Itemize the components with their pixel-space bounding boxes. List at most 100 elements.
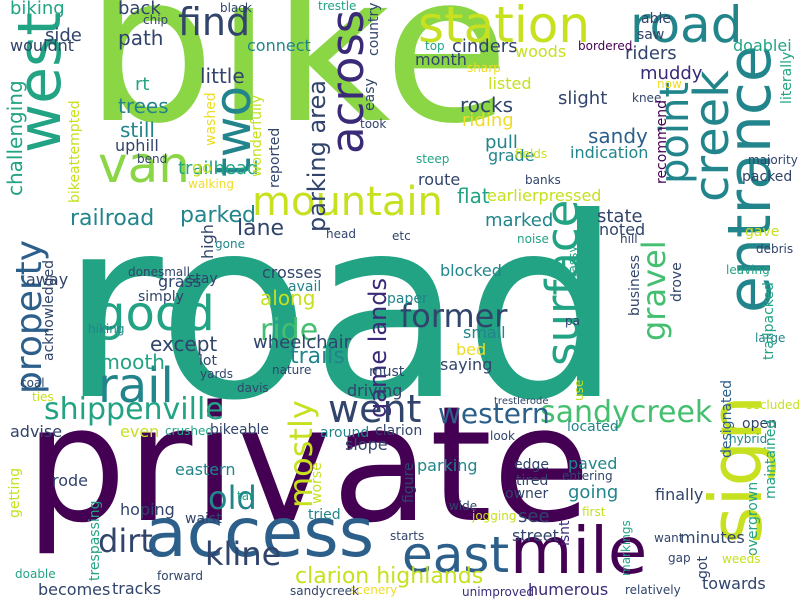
word-wonderfully: wonderfully [249,95,265,178]
word-slight: slight [558,88,608,109]
word-saying: saying [440,355,493,374]
word-majority: majority [748,153,798,167]
word-now: now [657,77,682,91]
word-parking: parking [417,456,478,475]
word-paved: paved [568,454,618,473]
word-slope: slope [345,435,388,454]
word-wide: wide [449,499,478,513]
word-clarion-highlands: clarion highlands [295,564,484,589]
word-western: western [438,397,550,430]
word-grade: grade [488,146,535,165]
word-station: station [418,0,591,54]
word-private: private [25,371,591,558]
word-jogging: jogging [472,509,517,523]
word-doablei: doablei [733,36,792,55]
word-towards: towards [702,574,766,593]
word-head: head [326,227,356,241]
word-etc: etc [392,229,411,243]
word-edge: edge [514,457,549,473]
word-tried: tried [308,507,341,523]
word-sandycreek: sandycreek [290,584,359,598]
word-leaving: leaving [726,263,770,277]
word-sandycreek: sandycreek [540,395,713,430]
word-smooth: smooth [90,350,165,374]
word-walking: walking [188,177,235,191]
word-mile: mile [510,515,648,589]
word-trespassing: trespassing [87,500,103,581]
word-able: able [641,11,671,27]
word-indication: indication [570,143,649,162]
word-trails: trails [290,344,345,369]
word-ride: ride [260,313,319,348]
word-street: street [512,526,559,545]
word-little: little [200,64,245,88]
word-connect: connect [247,36,311,55]
word-earlierpressed: earlierpressed [487,186,602,205]
word-biking: biking [10,0,65,19]
word-humerous: humerous [528,580,609,599]
word-avail: avail [288,279,322,295]
word-isnt: isnt [557,520,573,546]
word-trailhead: trailhead [178,158,259,179]
word-see: see [518,506,550,527]
word-trestlerode: trestlerode [494,396,549,407]
word-finally: finally [655,485,704,504]
word-bikeattempted: bikeattempted [67,100,83,203]
word-open: open [742,416,777,432]
word-knee: knee [632,91,662,105]
word-saw: saw [637,27,665,43]
word-muddy: muddy [640,63,703,84]
word-going: going [568,482,619,503]
word-wheelchair: wheelchair [253,332,352,353]
word-yards: yards [200,367,234,381]
word-bikeable: bikeable [210,422,269,438]
word-look: look [490,429,515,443]
word-simply: simply [138,289,184,305]
word-hoping: hoping [120,500,175,519]
word-challenging: challenging [3,80,27,196]
word-hill: hill [620,232,638,246]
word-bend: bend [137,152,168,166]
word-around: around [320,425,370,441]
word-tired: tired [516,473,549,489]
word-packed: packed [742,169,793,185]
word-riders: riders [625,43,677,64]
word-weeds: weeds [722,552,761,566]
word-state: state [597,206,643,227]
word-month: month [415,50,467,69]
word-waist: waist [185,511,222,527]
word-flat: flat [457,184,490,208]
word-except: except [150,332,218,356]
word-starts: starts [390,529,425,543]
word-large: large [755,331,786,345]
word-noted: noted [599,220,646,239]
word-located: located [567,419,619,435]
word-blocked: blocked [440,261,502,280]
word-drove: drove [669,262,685,302]
word-driving: driving [347,381,403,400]
word-high: high [198,224,217,259]
word-nature: nature [272,363,312,377]
word-business: business [627,255,643,317]
word-black: black [220,1,252,15]
word-parked: parked [180,203,256,228]
word-mountain: mountain [252,179,443,225]
word-paper: paper [387,291,428,307]
word-donesmall: donesmall [128,265,190,279]
word-got: got [695,556,711,579]
word-banks: banks [525,173,561,187]
word-still: still [120,118,155,142]
word-cinders: cinders [452,36,518,57]
word-kline: kline [205,535,282,573]
word-debris: debris [756,242,794,256]
word-top: top [425,39,445,53]
word-fields: fields [515,147,548,161]
word-bike: bike [85,0,510,169]
word-relatively: relatively [625,583,681,597]
word-road: road [60,164,623,455]
word-path: path [118,26,164,50]
word-washed: washed [203,92,219,146]
word-acknowledged: acknowledged [41,260,57,362]
word-getting: getting [7,468,23,519]
